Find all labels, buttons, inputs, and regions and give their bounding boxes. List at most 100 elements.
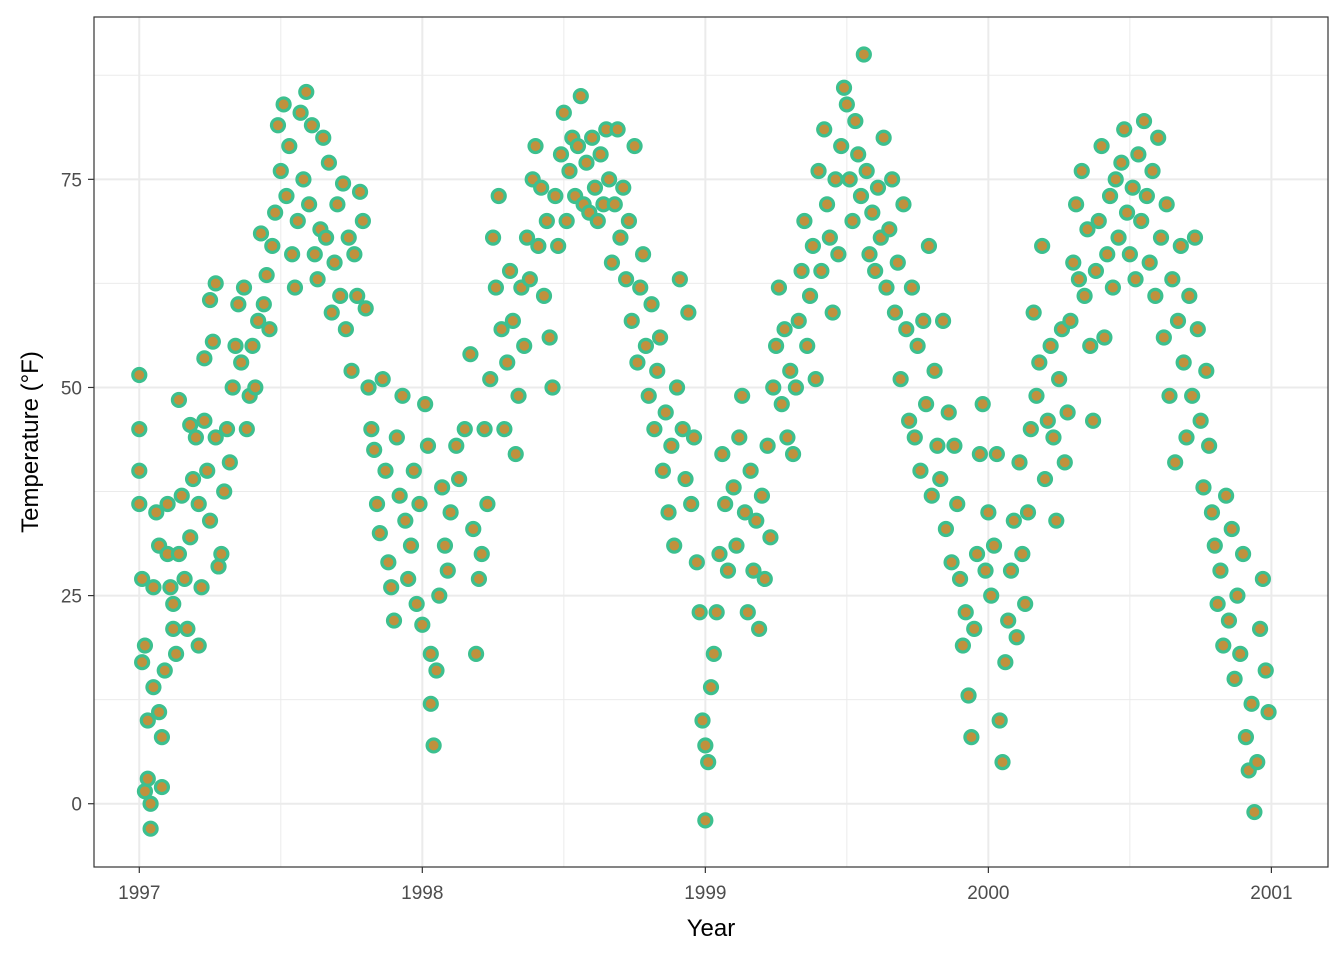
data-point [745,562,762,579]
data-point [968,545,986,563]
data-point [841,171,858,188]
data-point [767,337,785,354]
data-point [490,187,507,205]
data-point [493,321,510,338]
data-point [193,579,210,596]
data-point [371,525,388,542]
data-point [204,333,221,350]
data-point [612,229,629,246]
data-point [196,412,213,429]
data-point [397,512,414,529]
data-point [284,246,301,263]
data-point [646,420,663,438]
data-point [674,420,691,438]
data-point [190,637,207,654]
data-point [1155,329,1172,346]
data-point [850,146,867,163]
data-point [719,562,737,579]
data-point [1243,695,1260,712]
data-point [337,321,354,338]
data-point [994,754,1011,771]
data-point [748,512,765,529]
data-point [1167,454,1184,471]
data-point [496,420,513,438]
data-point [654,462,671,479]
data-point [131,462,148,479]
data-point [1181,287,1198,304]
data-point [1056,454,1073,471]
data-point [1249,754,1266,771]
data-point [572,87,589,105]
data-point [1198,362,1215,379]
data-point [261,321,278,338]
data-point [510,387,527,404]
data-point [451,470,468,488]
data-point [326,254,343,271]
data-point [131,366,148,384]
data-point [949,495,966,513]
data-point [153,778,171,796]
data-point [895,196,912,213]
y-axis: 0 25 50 75 [61,170,94,816]
data-point [734,387,751,404]
data-point [298,83,315,101]
data-point [1002,562,1020,579]
data-point [997,654,1014,671]
data-point [858,162,875,180]
data-point [966,620,983,638]
data-point [467,645,485,662]
data-point [1065,254,1082,271]
data-point [332,287,349,304]
data-point [884,171,901,188]
data-point [518,229,536,246]
data-point [187,429,204,446]
data-point [182,416,199,434]
data-point [889,254,906,271]
data-point [269,117,287,134]
data-point [852,187,870,205]
data-point [1090,212,1107,230]
data-point [501,262,519,280]
data-point [199,462,216,479]
data-point [484,229,502,246]
data-point [946,437,963,454]
data-point [343,362,360,379]
data-point [456,420,473,438]
data-point [626,137,643,155]
data-point [439,562,456,579]
data-point [1206,537,1223,554]
data-point [700,754,717,771]
data-point [139,712,156,729]
data-point [465,520,482,538]
data-point [934,312,952,329]
data-point [1082,337,1099,354]
data-point [827,171,844,188]
data-point [507,445,524,463]
data-point [360,379,377,396]
data-point [988,445,1005,463]
data-point [714,445,731,463]
x-tick-label: 1998 [401,883,443,904]
data-point [643,296,660,313]
data-point [586,179,604,196]
data-point [739,604,756,621]
data-point [892,371,909,388]
data-point [790,312,807,329]
data-point [1192,412,1209,429]
data-point [281,137,298,155]
data-point [252,225,270,242]
data-point [1124,179,1141,196]
data-point [1172,237,1189,255]
data-point [688,554,705,571]
data-point [1025,304,1042,321]
data-point [1087,262,1105,280]
data-point [782,362,799,379]
data-point [422,695,439,712]
data-point [1215,637,1232,654]
data-point [751,620,768,638]
data-point [516,337,533,354]
data-point [909,337,926,354]
x-tick-label: 1999 [684,883,726,904]
data-point [320,154,338,171]
